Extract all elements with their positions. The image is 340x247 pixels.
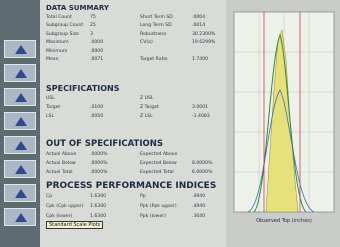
field-label: Actual Below xyxy=(46,161,76,166)
tool-button[interactable] xyxy=(4,184,36,202)
field-value: .0000 xyxy=(90,49,103,54)
field-label: Subgroup Size xyxy=(46,32,79,37)
x-axis-label: Observed Top (inches) xyxy=(256,218,312,224)
field-value: .0014 xyxy=(192,23,205,28)
field-label: Actual Above xyxy=(46,152,76,157)
field-value: 19.6299% xyxy=(192,40,215,45)
section-title: SPECIFICATIONS xyxy=(46,84,120,93)
field-value: .4940 xyxy=(192,194,205,199)
field-label: Short Term SD xyxy=(140,15,173,20)
field-label: USL xyxy=(46,96,55,101)
tool-button[interactable] xyxy=(4,88,36,106)
field-label: Actual Total xyxy=(46,170,73,175)
field-label: Z Target xyxy=(140,105,159,110)
field-value: 3 xyxy=(90,32,93,37)
field-label: Long Term SD xyxy=(140,23,172,28)
tool-button[interactable] xyxy=(4,160,36,178)
field-value: 6.0000% xyxy=(192,170,212,175)
tool-button[interactable] xyxy=(4,112,36,130)
field-label: Expected Above xyxy=(140,152,177,157)
field-label: Target Ratio xyxy=(140,57,167,62)
field-value: .0004 xyxy=(192,15,205,20)
field-label: Cpk (Cpk upper) xyxy=(46,204,84,209)
field-label: Expected Below xyxy=(140,161,177,166)
tool-button[interactable] xyxy=(4,40,36,58)
field-label: Subgroup Count xyxy=(46,23,83,28)
field-label: Maximum xyxy=(46,40,69,45)
field-value: 1.6300 xyxy=(90,204,106,209)
field-label: Expected Total xyxy=(140,170,174,175)
tool-button[interactable] xyxy=(4,208,36,226)
field-label: Ppk (Ppk upper) xyxy=(140,204,177,209)
field-label: CV(a) xyxy=(140,40,153,45)
field-label: Cp xyxy=(46,194,52,199)
field-label: Mean xyxy=(46,57,59,62)
field-value: .0000% xyxy=(90,152,108,157)
tooltip: Standard Scale Plots xyxy=(46,221,103,229)
screenshot: DATA SUMMARY Total Count 75 Short Term SD .0… xyxy=(0,0,340,247)
section-title: OUT OF SPECIFICATIONS xyxy=(46,139,163,149)
field-value: .0000 xyxy=(90,40,103,45)
field-value: 75 xyxy=(90,15,96,20)
field-label: Cpk (lower) xyxy=(46,214,72,219)
field-value: .0071 xyxy=(90,57,103,62)
field-value: 3.0001 xyxy=(192,105,208,110)
field-label: Ppk (lower) xyxy=(140,214,166,219)
field-label: Target xyxy=(46,105,60,110)
plot-panel: Observed Top (inches) xyxy=(226,0,340,247)
field-value: 30.2300% xyxy=(192,32,215,37)
field-value: .3040 xyxy=(192,214,205,219)
field-value: .0050 xyxy=(90,114,103,119)
field-value: 1.6300 xyxy=(90,194,106,199)
field-value: 1.7400 xyxy=(192,57,208,62)
field-value: 8.0000% xyxy=(192,161,212,166)
distribution-plot: Observed Top (inches) xyxy=(226,0,340,247)
field-label: Pp xyxy=(140,194,146,199)
summary-window: DATA SUMMARY Total Count 75 Short Term SD .0… xyxy=(40,0,226,247)
field-label: Total Count xyxy=(46,15,72,20)
field-label: LSL xyxy=(46,114,54,119)
field-value: .0000% xyxy=(90,170,108,175)
field-label: Z USL xyxy=(140,96,153,101)
field-label: Robustness xyxy=(140,32,166,37)
field-value: .0000% xyxy=(90,161,108,166)
field-value: .4940 xyxy=(192,204,205,209)
field-value: 1.6300 xyxy=(90,214,106,219)
field-value: -1.4083 xyxy=(192,114,210,119)
field-value: .0100 xyxy=(90,105,103,110)
field-label: Z LSL xyxy=(140,114,153,119)
section-title: DATA SUMMARY xyxy=(46,4,109,12)
section-title: PROCESS PERFORMANCE INDICES xyxy=(46,181,216,191)
field-label: Minimum xyxy=(46,49,67,54)
tool-button[interactable] xyxy=(4,136,36,154)
sidebar xyxy=(0,0,40,247)
tool-button[interactable] xyxy=(4,64,36,82)
field-value: 25 xyxy=(90,23,96,28)
